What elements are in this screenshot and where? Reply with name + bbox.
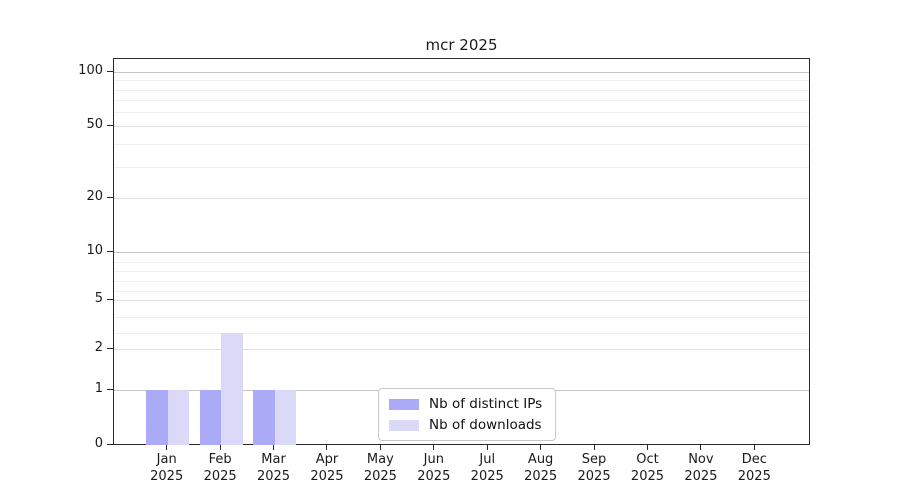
bar-mar-downloads [274, 390, 297, 445]
y-tick-label-1: 1 [94, 381, 103, 396]
x-tick-label-nov: Nov 2025 [684, 452, 718, 484]
legend: Nb of distinct IPs Nb of downloads [378, 388, 557, 441]
y-gridline-minor-40 [114, 144, 809, 145]
chart-title: mcr 2025 [425, 36, 498, 54]
y-tick-50 [107, 125, 113, 126]
y-tick-0 [107, 444, 113, 445]
x-tick-apr [326, 445, 328, 450]
y-tick-label-10: 10 [86, 243, 103, 258]
bar-feb-downloads [221, 333, 243, 445]
x-tick-label-jun: Jun 2025 [417, 452, 451, 484]
y-tick-1 [107, 389, 113, 390]
y-tick-label-2: 2 [94, 340, 103, 355]
y-gridline-minor-80 [114, 89, 809, 91]
y-gridline-100 [114, 72, 809, 73]
y-gridline-minor-7 [114, 281, 809, 282]
y-gridline-minor-60 [114, 112, 809, 113]
x-tick-label-sep: Sep 2025 [577, 452, 611, 484]
y-gridline-minor-9 [114, 261, 809, 263]
y-tick-label-0: 0 [94, 436, 103, 451]
plot-area [113, 58, 810, 445]
y-gridline-minor-4 [114, 317, 809, 318]
x-tick-label-jul: Jul 2025 [470, 452, 504, 484]
y-tick-2 [107, 348, 113, 349]
bar-mar-distinct-ips [253, 390, 275, 445]
y-tick-label-50: 50 [86, 117, 103, 132]
x-tick-nov [700, 445, 702, 450]
y-gridline-10 [114, 252, 809, 253]
x-tick-mar [273, 445, 275, 450]
bar-feb-distinct-ips [199, 390, 222, 445]
y-gridline-50 [114, 126, 809, 127]
x-tick-label-dec: Dec 2025 [737, 452, 771, 484]
x-tick-label-oct: Oct 2025 [630, 452, 665, 484]
x-tick-dec [753, 445, 755, 450]
y-gridline-20 [114, 198, 809, 199]
y-tick-label-100: 100 [78, 63, 103, 78]
y-tick-label-5: 5 [94, 291, 103, 306]
y-gridline-minor-90 [114, 80, 809, 81]
legend-item-distinct-ips: Nb of distinct IPs [389, 396, 542, 412]
y-gridline-2 [114, 349, 809, 350]
legend-label-downloads: Nb of downloads [429, 417, 542, 433]
y-gridline-minor-70 [114, 100, 809, 101]
x-tick-jan [166, 445, 168, 450]
legend-label-distinct-ips: Nb of distinct IPs [429, 396, 543, 412]
x-tick-feb [219, 445, 221, 450]
y-gridline-minor-6 [114, 290, 809, 292]
legend-item-downloads: Nb of downloads [389, 417, 542, 433]
x-tick-sep [593, 445, 595, 450]
legend-swatch-downloads [389, 419, 419, 431]
x-tick-label-apr: Apr 2025 [310, 452, 344, 484]
x-tick-label-may: May 2025 [363, 452, 397, 484]
x-tick-label-mar: Mar 2025 [256, 452, 291, 484]
y-tick-20 [107, 197, 113, 198]
x-tick-label-feb: Feb 2025 [203, 452, 237, 484]
legend-swatch-distinct-ips [389, 398, 419, 410]
y-tick-label-20: 20 [86, 189, 103, 204]
x-tick-jul [486, 445, 488, 450]
y-gridline-5 [114, 300, 809, 301]
x-tick-oct [646, 445, 648, 450]
x-tick-jun [433, 445, 435, 450]
y-gridline-minor-8 [114, 271, 809, 272]
y-tick-100 [107, 71, 113, 72]
y-tick-5 [107, 299, 113, 300]
x-tick-aug [540, 445, 542, 450]
y-tick-10 [107, 251, 113, 252]
x-tick-may [379, 445, 381, 450]
x-tick-label-jan: Jan 2025 [150, 452, 184, 484]
y-gridline-minor-30 [114, 166, 809, 168]
x-tick-label-aug: Aug 2025 [524, 452, 558, 484]
bar-jan-distinct-ips [146, 390, 168, 445]
bar-jan-downloads [167, 390, 190, 445]
y-gridline-minor-3 [114, 333, 809, 334]
